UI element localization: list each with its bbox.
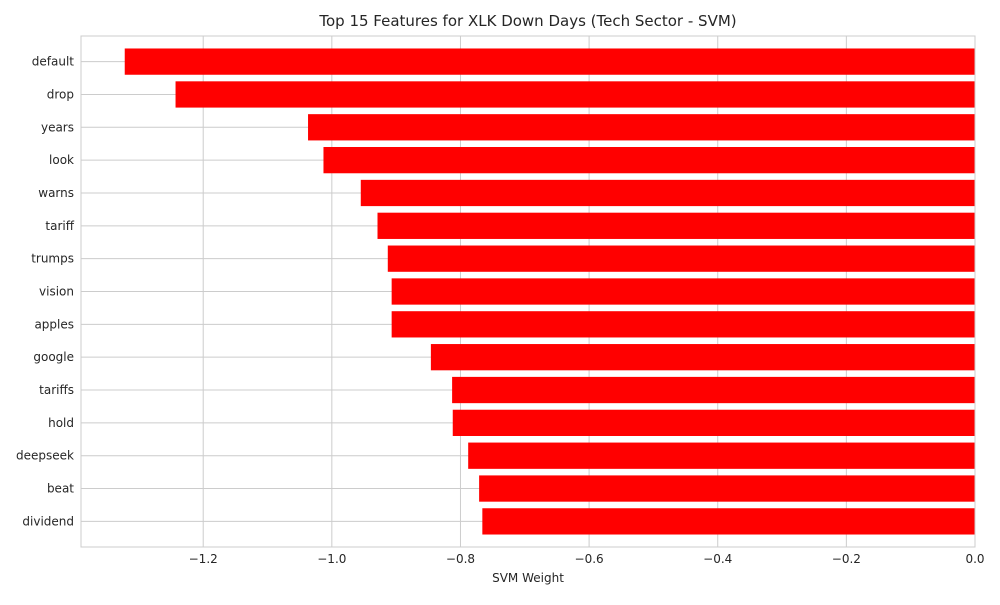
y-tick-label: google bbox=[33, 350, 74, 364]
x-tick-label: −1.0 bbox=[317, 552, 346, 566]
bar-tariffs bbox=[452, 376, 976, 404]
bar-default bbox=[124, 48, 976, 75]
bar-drop bbox=[175, 81, 976, 108]
plot-border bbox=[80, 35, 976, 548]
x-tick-label: 0.0 bbox=[965, 552, 984, 566]
bar-dividend bbox=[482, 508, 975, 535]
x-axis-label: SVM Weight bbox=[492, 571, 564, 585]
y-tick-label: default bbox=[32, 55, 75, 69]
x-tick-label: −0.8 bbox=[446, 552, 475, 566]
bar-google bbox=[430, 344, 975, 371]
bar-beat bbox=[479, 475, 975, 502]
x-tick-label: −1.2 bbox=[189, 552, 218, 566]
y-tick-label: tariff bbox=[45, 219, 74, 233]
x-axis-ticks: −1.2 −1.0 −0.8 −0.6 −0.4 −0.2 0.0 bbox=[189, 552, 985, 566]
bar-look bbox=[323, 147, 975, 174]
y-tick-label: tariffs bbox=[39, 383, 74, 397]
x-tick-label: −0.4 bbox=[703, 552, 732, 566]
y-tick-label: apples bbox=[34, 317, 74, 331]
y-tick-label: dividend bbox=[22, 514, 74, 528]
y-tick-label: hold bbox=[48, 416, 74, 430]
bar-trumps bbox=[387, 245, 975, 272]
y-tick-label: years bbox=[41, 120, 74, 134]
bar-hold bbox=[452, 409, 975, 436]
y-axis-ticks: default drop years look warns tariff trumps vis… bbox=[16, 55, 75, 529]
x-tick-label: −0.2 bbox=[832, 552, 861, 566]
y-tick-label: vision bbox=[39, 285, 74, 299]
y-tick-label: deepseek bbox=[16, 449, 74, 463]
bar-warns bbox=[360, 179, 975, 207]
y-tick-label: drop bbox=[47, 87, 74, 101]
y-tick-label: trumps bbox=[31, 252, 74, 266]
chart-title: Top 15 Features for XLK Down Days (Tech … bbox=[318, 12, 736, 30]
plot-frame bbox=[80, 35, 976, 548]
bar-apples bbox=[391, 311, 975, 338]
bars bbox=[124, 48, 976, 535]
bar-years bbox=[308, 114, 975, 141]
bar-vision bbox=[391, 278, 975, 305]
x-tick-label: −0.6 bbox=[575, 552, 604, 566]
y-tick-label: beat bbox=[47, 482, 74, 496]
bar-tariff bbox=[377, 212, 975, 239]
y-tick-label: warns bbox=[38, 186, 74, 200]
y-tick-label: look bbox=[49, 153, 74, 167]
bar-deepseek bbox=[468, 442, 975, 469]
